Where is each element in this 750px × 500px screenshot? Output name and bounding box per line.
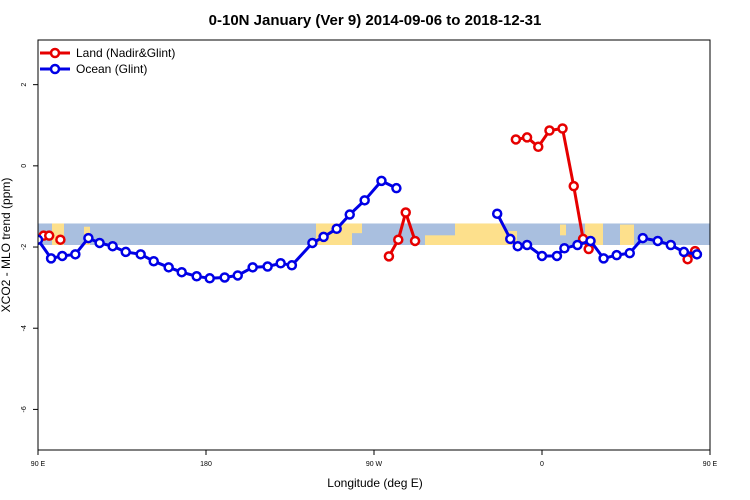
y-tick-label: -2	[21, 244, 28, 250]
x-tick-label: 0	[540, 461, 544, 468]
land-data-point	[55, 234, 66, 245]
land-patch	[620, 224, 634, 245]
ocean-data-point	[262, 261, 273, 272]
land-data-point	[583, 243, 594, 255]
ocean-data-point	[691, 249, 703, 260]
ocean-data-point	[551, 250, 563, 262]
ocean-data-point	[57, 250, 68, 262]
ocean-data-point	[83, 232, 94, 244]
land-series-line	[387, 211, 417, 258]
land-ocean-band	[38, 223, 710, 245]
ocean-data-point	[652, 235, 663, 247]
land-data-point	[409, 235, 421, 247]
legend: Land (Nadir&Glint) Ocean (Glint)	[40, 46, 175, 76]
ocean-data-point	[611, 249, 622, 261]
ocean-data-point	[521, 239, 533, 251]
ocean-data-point	[359, 195, 370, 206]
land-data-point	[510, 134, 522, 145]
land-data-point	[393, 234, 404, 245]
land-data-point	[383, 251, 395, 262]
x-axis-label: Longitude (deg E)	[327, 476, 422, 490]
land-data-point	[740, 236, 748, 244]
x-tick-label: 90 E	[31, 461, 46, 468]
land-data-point	[533, 141, 544, 153]
land-data-point	[719, 232, 727, 240]
ocean-data-point	[232, 270, 243, 281]
ocean-band	[38, 223, 710, 245]
x-tick-label: 180	[200, 461, 212, 468]
y-tick-label: -6	[21, 406, 28, 412]
ocean-data-point	[163, 262, 174, 273]
ocean-data-point	[318, 231, 329, 243]
ocean-data-point	[107, 240, 118, 252]
land-data-point	[521, 132, 533, 143]
ocean-data-point	[275, 258, 286, 269]
ocean-data-point	[135, 249, 146, 260]
ocean-data-point	[678, 246, 690, 258]
ocean-data-point	[376, 175, 387, 187]
ocean-data-point	[45, 253, 57, 264]
ocean-data-point	[572, 239, 583, 251]
ocean-data-point	[391, 182, 402, 194]
ocean-data-point	[505, 233, 516, 245]
ocean-data-point	[94, 237, 105, 249]
land-patch	[352, 223, 362, 234]
ocean-data-point	[38, 234, 44, 245]
ocean-data-point	[585, 235, 596, 247]
ocean-data-point	[286, 260, 298, 271]
ocean-data-point	[191, 271, 202, 282]
ocean-data-point	[559, 242, 570, 254]
x-tick-label: 90 E	[703, 461, 718, 468]
series-layer	[38, 123, 748, 284]
legend-marker-land	[49, 47, 61, 59]
land-patch	[425, 235, 455, 245]
x-tick-label: 90 W	[366, 461, 383, 468]
land-data-point	[725, 232, 733, 240]
ocean-data-point	[637, 232, 649, 244]
series-ocean	[38, 175, 703, 284]
ocean-data-point	[307, 237, 318, 249]
ocean-data-point	[624, 247, 635, 259]
ocean-data-point	[665, 239, 677, 251]
ocean-data-point	[598, 253, 609, 264]
ocean-data-point	[120, 246, 131, 258]
ocean-data-point	[512, 240, 523, 252]
land-patch	[455, 223, 505, 245]
legend-marker-ocean	[49, 63, 61, 75]
land-data-point	[43, 230, 55, 241]
chart-title: 0-10N January (Ver 9) 2014-09-06 to 2018…	[209, 12, 542, 29]
ocean-data-point	[176, 266, 187, 278]
y-axis-label: XCO2 - MLO trend (ppm)	[0, 178, 13, 313]
ocean-data-point	[491, 208, 503, 219]
y-tick-label: -4	[21, 325, 28, 331]
ocean-data-point	[247, 262, 258, 273]
legend-label-land: Land (Nadir&Glint)	[76, 46, 175, 60]
ocean-data-point	[148, 255, 159, 267]
ocean-data-point	[344, 209, 355, 220]
land-data-point	[544, 125, 555, 136]
legend-entry-ocean: Ocean (Glint)	[40, 62, 147, 76]
ocean-data-point	[536, 250, 548, 262]
land-patch	[560, 224, 566, 236]
land-data-point	[557, 123, 568, 134]
y-tick-label: 0	[21, 164, 28, 168]
legend-label-ocean: Ocean (Glint)	[76, 62, 147, 76]
land-data-point	[568, 180, 579, 192]
y-axis: 2 0 -2 -4 -6	[21, 83, 38, 413]
ocean-data-point	[70, 249, 81, 260]
legend-entry-land: Land (Nadir&Glint)	[40, 46, 175, 60]
ocean-data-point	[331, 223, 342, 235]
land-data-point	[400, 207, 411, 218]
y-tick-label: 2	[21, 83, 28, 87]
ocean-data-point	[204, 273, 215, 284]
ocean-data-point	[219, 272, 230, 283]
